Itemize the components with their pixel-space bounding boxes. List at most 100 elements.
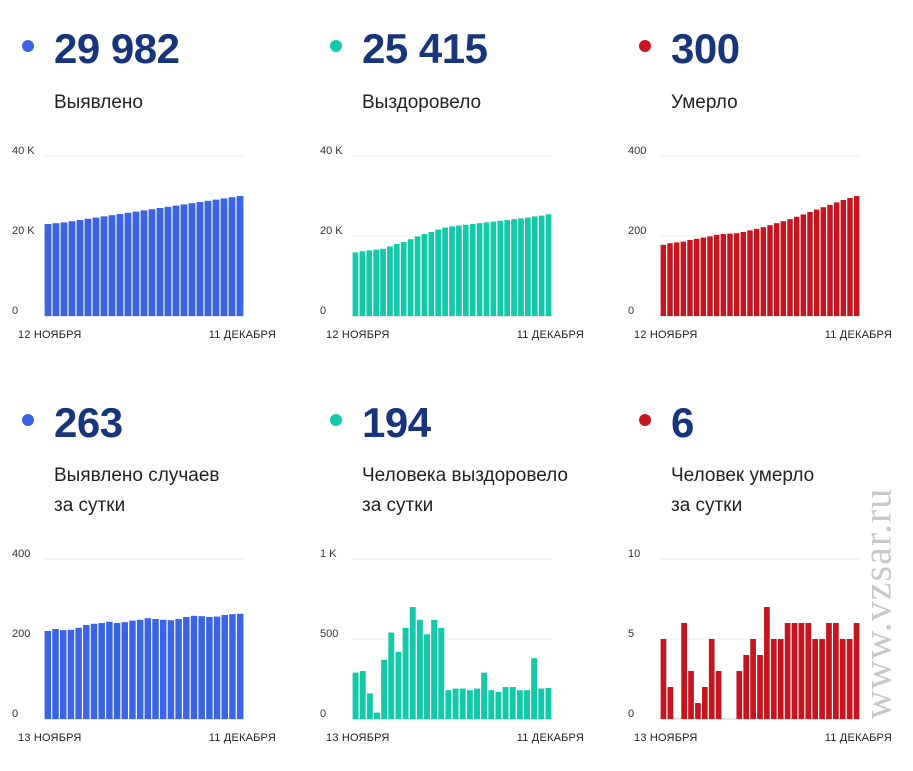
bar [660,244,667,316]
y-tick-label: 500 [320,628,338,640]
bar [708,639,715,719]
recovered-chart: 0 20 K 40 K 12 НОЯБРЯ 11 ДЕКАБРЯ [320,145,584,341]
bar [204,200,212,316]
bar [148,209,156,316]
bar [784,623,791,719]
bar [764,607,770,719]
bar [497,220,504,316]
bar [747,230,753,316]
bar [59,630,67,719]
bar [220,198,228,316]
y-tick-label: 40 K [320,145,343,157]
bar [750,639,756,719]
bar [770,639,777,719]
bar [409,607,416,719]
x-label-start: 13 НОЯБРЯ [634,732,698,744]
bar [402,627,409,719]
deaths-daily-chart: 0 5 10 13 НОЯБРЯ 11 ДЕКАБРЯ [628,548,892,744]
bar [108,215,116,316]
bar [531,216,538,316]
bar [352,252,359,316]
bar [800,214,807,316]
bar [488,690,495,719]
bar [753,228,760,316]
bar [106,621,113,719]
bar [228,197,236,316]
x-label-start: 12 НОЯБРЯ [634,329,698,341]
bar [701,687,708,719]
bar [715,671,722,719]
y-tick-label: 20 K [12,225,35,237]
y-tick-label: 20 K [320,225,343,237]
bar [840,200,847,316]
bar [474,688,480,719]
series-dot [330,40,342,52]
bar [743,655,750,719]
bar [695,703,701,719]
bar [67,629,75,719]
bar [531,658,538,719]
detected-total: 29 982 [54,25,180,72]
recovered-daily-chart: 0 500 1 K 13 НОЯБРЯ 11 ДЕКАБРЯ [320,548,584,744]
bar [159,619,167,719]
recovered-daily-total: 194 [362,399,431,446]
bar [688,671,694,719]
bar [98,623,105,719]
y-tick-label: 40 K [12,145,35,157]
bar [733,233,740,316]
bar [229,614,236,719]
bar [121,622,129,719]
y-tick-label: 0 [628,305,634,317]
bar [680,241,687,316]
bar [462,224,469,316]
recovered-total: 25 415 [362,25,488,72]
bar [687,240,693,316]
x-label-end: 11 ДЕКАБРЯ [825,732,892,744]
y-tick-label: 0 [320,708,326,720]
bar [798,623,805,719]
bar [727,233,733,316]
bar [807,212,813,316]
y-tick-label: 200 [628,225,646,237]
bar [129,620,136,719]
y-tick-label: 10 [628,548,640,560]
bar [504,220,511,316]
bar [407,239,414,316]
bar [44,224,52,316]
bar [156,208,164,316]
bar [435,229,442,316]
bar [221,615,229,719]
y-tick-label: 5 [628,628,634,640]
bar [833,623,839,719]
bar [183,617,190,719]
y-tick-label: 1 K [320,548,337,560]
bar [68,221,76,316]
bar [366,250,373,316]
bar [495,691,502,719]
bar [190,615,198,719]
bar [713,234,720,316]
bar [428,232,435,316]
x-label-start: 13 НОЯБРЯ [18,732,82,744]
bar [152,619,159,719]
bar [52,223,60,316]
x-label-end: 11 ДЕКАБРЯ [517,329,584,341]
bar [140,210,148,316]
bar [188,203,196,316]
detected-chart: 0 20 K 40 K 12 НОЯБРЯ 11 ДЕКАБРЯ [12,145,276,341]
bar [449,226,455,316]
bar [780,221,787,316]
bar [75,627,82,719]
bar [83,625,90,719]
series-dot [22,414,34,426]
x-label-start: 12 НОЯБРЯ [326,329,390,341]
deaths-daily-label: Человек умерло [671,465,815,486]
series-dot [639,414,651,426]
bar [452,688,459,719]
bar [483,222,490,316]
detected-label: Выявлено [54,92,143,113]
bar [366,693,373,719]
bar [352,672,359,719]
bar [236,613,244,719]
bar [52,629,59,719]
